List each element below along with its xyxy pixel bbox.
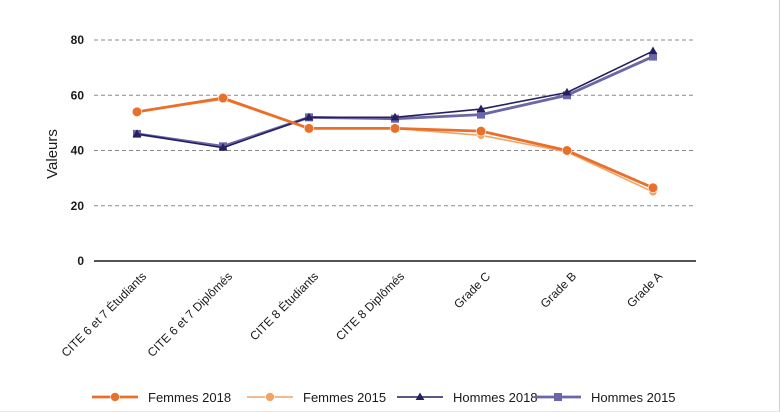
data-point [647,182,659,193]
x-tick-label: Grade A [624,269,665,310]
x-tick-label: Grade B [538,269,580,311]
x-tick-label: Grade C [451,269,493,311]
data-point [303,123,315,134]
legend-item: Hommes 2015 [535,390,676,405]
y-tick-label: 60 [71,88,85,102]
legend-label: Hommes 2018 [453,390,538,405]
legend-label: Femmes 2015 [303,390,386,405]
y-tick-label: 0 [77,254,84,268]
x-tick-label: CITE 6 et 7 Diplômés [145,269,236,360]
series-group [131,46,659,197]
data-point [475,126,487,137]
data-point [476,104,486,113]
legend-item: Femmes 2015 [247,390,386,405]
data-point [217,92,229,104]
data-point [390,112,400,121]
data-point [304,112,314,121]
data-point [132,129,142,137]
legend-marker [415,392,425,401]
data-point [648,46,658,55]
data-point [218,143,228,151]
data-point [131,106,143,117]
y-tick-label: 40 [71,144,85,158]
series-line [136,96,654,190]
data-point [561,145,573,156]
legend-marker [265,392,275,402]
data-point [649,52,657,61]
legend-item: Hommes 2018 [397,390,538,405]
legend-item: Femmes 2018 [92,390,231,405]
legend-marker [110,392,120,402]
series-femmes-2018 [131,92,659,193]
y-axis-ticks: 0 20 40 60 80 [71,33,85,268]
legend: Femmes 2018 Femmes 2015 Hommes 2018 Hommes … [92,390,676,405]
legend-label: Hommes 2015 [591,390,676,405]
data-point [477,110,485,119]
data-point [389,123,401,134]
data-point [562,87,572,96]
x-tick-label: CITE 8 Diplômés [333,269,407,343]
y-axis-label: Valeurs [44,129,61,179]
y-tick-label: 80 [71,33,85,47]
series-hommes-2018 [132,46,658,151]
gridlines [94,39,696,207]
x-tick-label: CITE 6 et 7 Étudiants [58,269,149,360]
legend-marker [554,393,562,401]
y-tick-label: 20 [71,199,85,213]
legend-label: Femmes 2018 [148,390,231,405]
x-tick-label: CITE 8 Étudiants [246,269,321,344]
